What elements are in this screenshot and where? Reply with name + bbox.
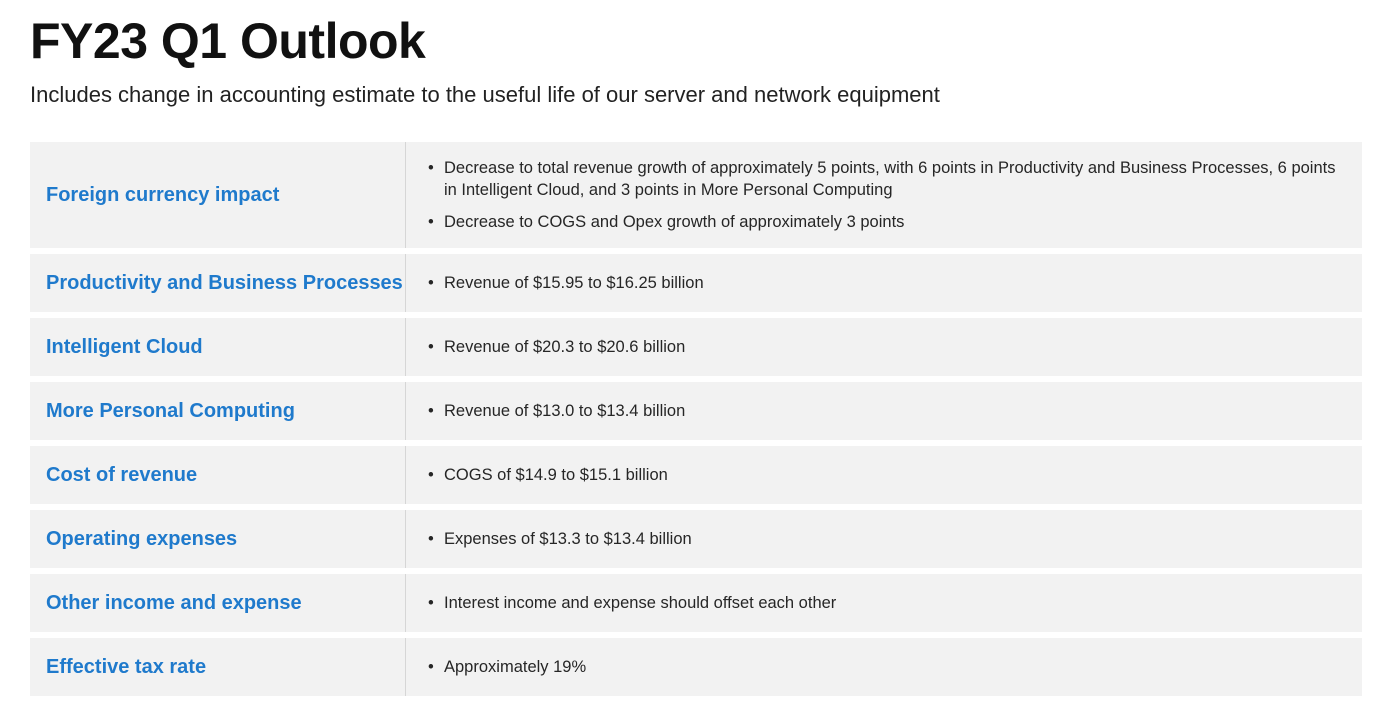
- bullet-item: • Revenue of $15.95 to $16.25 billion: [428, 272, 1342, 294]
- bullet-icon: •: [428, 401, 434, 420]
- row-content: • COGS of $14.9 to $15.1 billion: [406, 446, 1362, 504]
- row-content: • Revenue of $20.3 to $20.6 billion: [406, 318, 1362, 376]
- row-label: Other income and expense: [30, 574, 406, 632]
- bullet-text: Revenue of $20.3 to $20.6 billion: [444, 337, 686, 356]
- bullet-text: Decrease to COGS and Opex growth of appr…: [444, 212, 905, 231]
- bullet-icon: •: [428, 465, 434, 484]
- row-content: • Interest income and expense should off…: [406, 574, 1362, 632]
- row-label: Operating expenses: [30, 510, 406, 568]
- bullet-item: • Decrease to COGS and Opex growth of ap…: [428, 211, 1342, 233]
- bullet-icon: •: [428, 593, 434, 612]
- bullet-item: • Revenue of $13.0 to $13.4 billion: [428, 400, 1342, 422]
- bullet-text: Expenses of $13.3 to $13.4 billion: [444, 529, 692, 548]
- bullet-text: Interest income and expense should offse…: [444, 593, 837, 612]
- bullet-item: • Interest income and expense should off…: [428, 592, 1342, 614]
- bullet-item: • Decrease to total revenue growth of ap…: [428, 157, 1342, 202]
- row-label: Cost of revenue: [30, 446, 406, 504]
- table-row-intelligent-cloud: Intelligent Cloud • Revenue of $20.3 to …: [30, 318, 1362, 376]
- table-row-foreign-currency-impact: Foreign currency impact • Decrease to to…: [30, 142, 1362, 248]
- table-row-operating-expenses: Operating expenses • Expenses of $13.3 t…: [30, 510, 1362, 568]
- table-row-productivity-and-business-processes: Productivity and Business Processes • Re…: [30, 254, 1362, 312]
- bullet-item: • Revenue of $20.3 to $20.6 billion: [428, 336, 1342, 358]
- bullet-text: Revenue of $13.0 to $13.4 billion: [444, 401, 686, 420]
- bullet-item: • COGS of $14.9 to $15.1 billion: [428, 464, 1342, 486]
- table-row-more-personal-computing: More Personal Computing • Revenue of $13…: [30, 382, 1362, 440]
- row-content: • Approximately 19%: [406, 638, 1362, 696]
- table-row-cost-of-revenue: Cost of revenue • COGS of $14.9 to $15.1…: [30, 446, 1362, 504]
- bullet-text: Revenue of $15.95 to $16.25 billion: [444, 273, 704, 292]
- bullet-item: • Expenses of $13.3 to $13.4 billion: [428, 528, 1342, 550]
- bullet-text: Approximately 19%: [444, 657, 587, 676]
- bullet-icon: •: [428, 159, 434, 178]
- bullet-icon: •: [428, 212, 434, 231]
- bullet-icon: •: [428, 657, 434, 676]
- row-label: More Personal Computing: [30, 382, 406, 440]
- row-content: • Expenses of $13.3 to $13.4 billion: [406, 510, 1362, 568]
- bullet-text: Decrease to total revenue growth of appr…: [444, 159, 1336, 200]
- page-subtitle: Includes change in accounting estimate t…: [30, 82, 940, 107]
- row-content: • Decrease to total revenue growth of ap…: [406, 142, 1362, 248]
- table-row-other-income-and-expense: Other income and expense • Interest inco…: [30, 574, 1362, 632]
- bullet-icon: •: [428, 529, 434, 548]
- page-title: FY23 Q1 Outlook: [30, 13, 426, 69]
- bullet-icon: •: [428, 273, 434, 292]
- table-row-effective-tax-rate: Effective tax rate • Approximately 19%: [30, 638, 1362, 696]
- bullet-text: COGS of $14.9 to $15.1 billion: [444, 465, 668, 484]
- bullet-icon: •: [428, 337, 434, 356]
- row-label: Foreign currency impact: [30, 142, 406, 248]
- bullet-item: • Approximately 19%: [428, 656, 1342, 678]
- row-label: Productivity and Business Processes: [30, 254, 406, 312]
- row-content: • Revenue of $15.95 to $16.25 billion: [406, 254, 1362, 312]
- row-label: Effective tax rate: [30, 638, 406, 696]
- outlook-table: Foreign currency impact • Decrease to to…: [30, 142, 1362, 702]
- row-content: • Revenue of $13.0 to $13.4 billion: [406, 382, 1362, 440]
- row-label: Intelligent Cloud: [30, 318, 406, 376]
